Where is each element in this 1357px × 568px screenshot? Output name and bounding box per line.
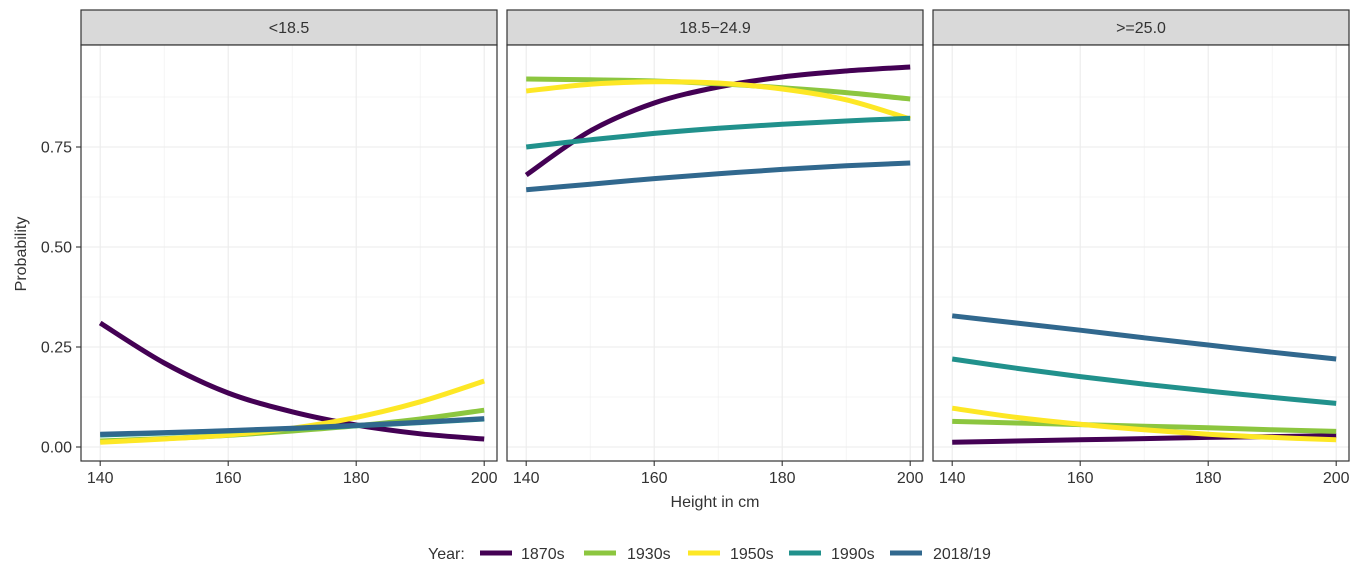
series-line-2018-19 [525, 160, 911, 193]
x-tick-label: 200 [1323, 470, 1350, 487]
x-tick-label: 140 [939, 470, 966, 487]
series-line-2018-19 [951, 313, 1337, 362]
panel-border [932, 44, 1350, 462]
legend: Year: 1870s 1930s 1950s 1990s 2018/19 [428, 546, 991, 563]
facet-panel-2: 18.5−24.9 140 160 180 200 [506, 9, 924, 487]
panel-background [933, 45, 1349, 461]
legend-label: 1870s [521, 546, 565, 563]
x-tick-label: 180 [769, 470, 796, 487]
facet-strip-label: 18.5−24.9 [679, 20, 751, 37]
facet-strip-label: >=25.0 [1116, 20, 1166, 37]
x-tick-label: 140 [87, 470, 114, 487]
panel-background [507, 45, 923, 461]
facet-strip [80, 9, 498, 46]
y-tick-label: 0.00 [41, 440, 72, 457]
legend-title: Year: [428, 546, 465, 563]
x-tick-label: 200 [471, 470, 498, 487]
x-tick-label: 200 [897, 470, 924, 487]
x-tick-label: 160 [641, 470, 668, 487]
legend-label: 2018/19 [933, 546, 991, 563]
facet-strip [932, 9, 1350, 46]
x-tick-label: 160 [215, 470, 242, 487]
facet-panel-3: >=25.0 140 160 180 200 [932, 9, 1350, 487]
legend-label: 1950s [730, 546, 774, 563]
series-line-2018-19 [100, 416, 485, 437]
facet-panel-1: <18.5 140 160 180 200 0.00 0.25 0.50 0.75 [41, 9, 498, 487]
panel-border [80, 44, 498, 462]
series-line-1870s [524, 64, 911, 178]
legend-label: 1990s [831, 546, 875, 563]
series-line-1930s [952, 418, 1337, 434]
series-line-1950s [525, 79, 911, 122]
x-tick-label: 180 [343, 470, 370, 487]
facet-panels: <18.5 140 160 180 200 0.00 0.25 0.50 0.75 18.5−24… [41, 9, 1350, 487]
panel-background [81, 45, 497, 461]
series-line-1990s [951, 356, 1337, 406]
y-tick-label: 0.25 [41, 340, 72, 357]
series-line-1870s [98, 320, 485, 442]
x-tick-label: 160 [1067, 470, 1094, 487]
x-tick-label: 140 [513, 470, 540, 487]
x-axis-title: Height in cm [671, 494, 760, 511]
series-line-1950s [951, 405, 1337, 443]
x-tick-label: 180 [1195, 470, 1222, 487]
panel-border [506, 44, 924, 462]
legend-label: 1930s [627, 546, 671, 563]
y-tick-label: 0.50 [41, 240, 72, 257]
y-axis-title: Probability [13, 217, 30, 292]
facet-strip-label: <18.5 [269, 20, 310, 37]
series-line-1990s [525, 115, 911, 150]
y-tick-label: 0.75 [41, 140, 72, 157]
